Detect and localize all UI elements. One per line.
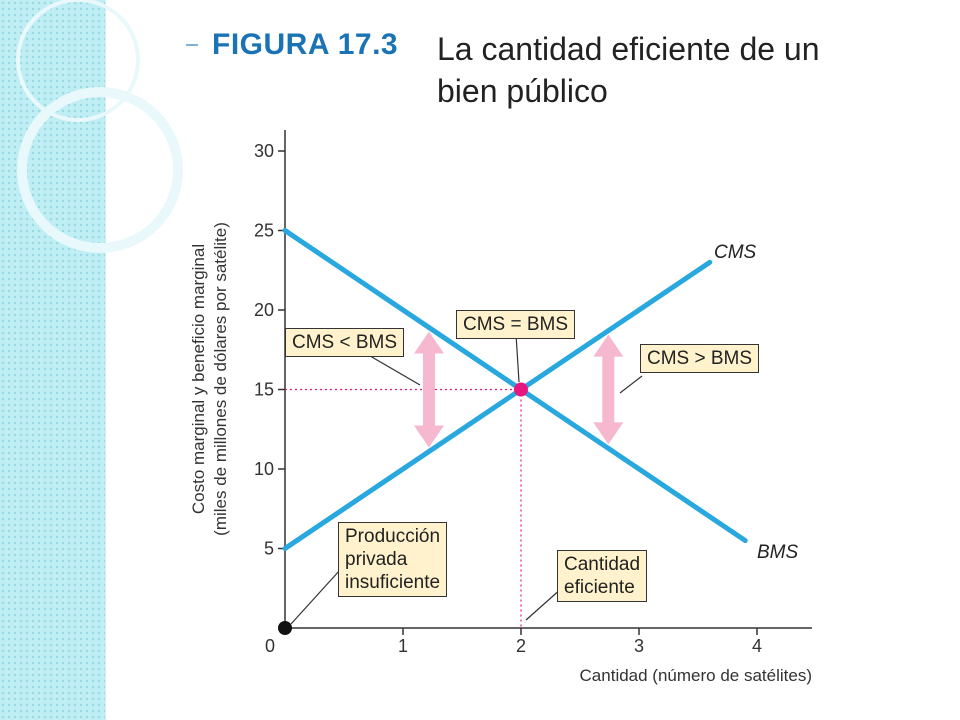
x-tick-label: 4 <box>752 636 762 656</box>
x-tick-label: 0 <box>265 636 275 656</box>
x-tick-label: 2 <box>516 636 526 656</box>
y-tick-label: 30 <box>254 141 274 161</box>
figure-number: FIGURA 17.3 <box>212 28 399 61</box>
y-tick-label: 20 <box>254 300 274 320</box>
double-arrow-shape <box>593 334 624 445</box>
callout-cms-eq-bms: CMS = BMS <box>456 310 576 339</box>
equilibrium-point <box>514 382 528 397</box>
series-bms-label: BMS <box>757 542 799 563</box>
callout-efficient-line-2: eficiente <box>564 577 635 598</box>
double-arrow-shape <box>413 331 444 448</box>
x-tick-label: 3 <box>634 636 644 656</box>
connector-cms-eq-bms <box>515 333 520 383</box>
y-axis-units: (miles de millones de dólares por satéli… <box>211 222 230 536</box>
connector-cms-gt-bms <box>619 375 643 394</box>
connector-cms-lt-bms <box>364 352 421 386</box>
callout-efficient-line-1: Cantidad <box>564 554 641 575</box>
y-tick-label: 25 <box>254 221 274 241</box>
y-tick-label: 10 <box>254 459 274 479</box>
decorative-ring-small <box>16 0 140 122</box>
connector-underproduction <box>290 569 341 625</box>
series-bms-line <box>282 228 748 544</box>
callout-cms-lt-bms: CMS < BMS <box>285 328 405 357</box>
decorative-ring <box>17 87 183 253</box>
series-cms-label: CMS <box>714 242 757 263</box>
figure-title: La cantidad eficiente de un bien público <box>437 31 820 109</box>
callout-underproduction-line-1: Producción <box>345 526 441 547</box>
connector-efficient <box>525 587 563 621</box>
callout-underproduction-line-2: privada <box>345 549 408 570</box>
callout-cms-gt-bms: CMS > BMS <box>640 344 760 373</box>
y-tick-label: 5 <box>264 539 274 559</box>
y-tick-label: 15 <box>254 380 274 400</box>
series-cms-line <box>282 259 713 551</box>
x-tick-label: 1 <box>398 636 408 656</box>
callout-underproduction-line-3: insuficiente <box>345 572 441 593</box>
title-dash <box>186 44 198 46</box>
gap-arrow-right <box>593 334 624 445</box>
origin-point <box>278 621 292 635</box>
callout-efficient: Cantidad eficiente <box>557 550 648 602</box>
x-axis-title: Cantidad (número de satélites) <box>580 666 812 685</box>
y-axis-title: Costo marginal y beneficio marginal <box>189 244 208 514</box>
gap-arrow-left <box>413 331 444 448</box>
callout-underproduction: Producción privada insuficiente <box>338 522 448 597</box>
